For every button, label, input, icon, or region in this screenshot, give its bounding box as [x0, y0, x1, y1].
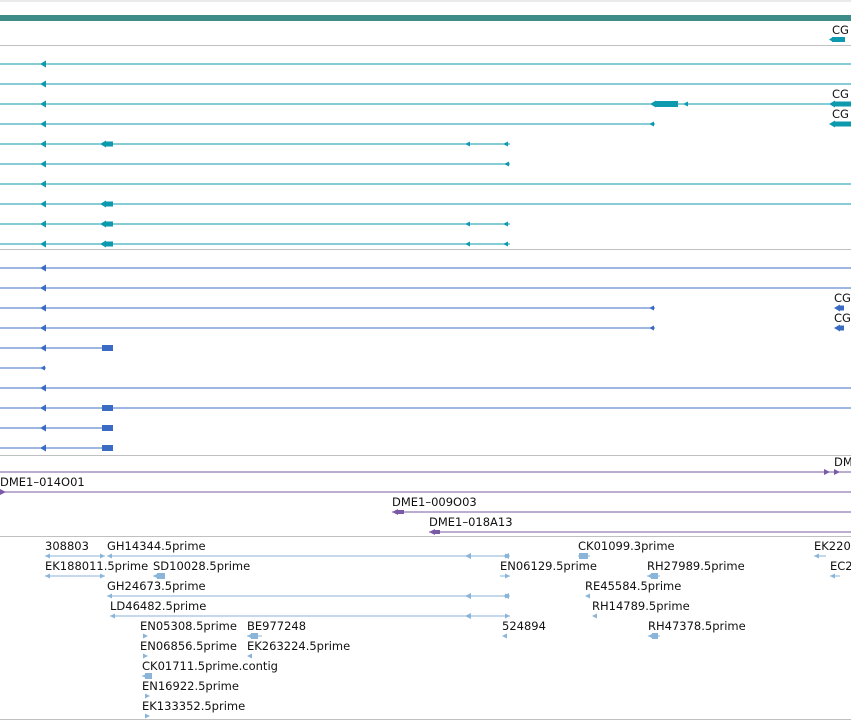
transcript-group-teal: CG CG [0, 60, 851, 248]
transcript-row[interactable] [0, 160, 510, 168]
transcript-row[interactable] [0, 444, 113, 452]
est-label[interactable]: GH14344.5prime [107, 539, 206, 553]
top-region [0, 0, 851, 46]
transcript-row[interactable] [0, 200, 851, 208]
est-label[interactable]: BE977248 [247, 619, 306, 633]
transcript-row[interactable] [0, 60, 851, 68]
est-label[interactable]: CK01711.5prime.contig [142, 659, 278, 673]
gene-label: CG [832, 87, 849, 101]
gene-label: CG [832, 107, 849, 121]
est-feature[interactable] [145, 713, 150, 719]
est-feature[interactable] [153, 573, 165, 579]
est-label[interactable]: EN16922.5prime [142, 679, 239, 693]
est-label[interactable]: RH27989.5prime [647, 559, 745, 573]
clone-label: DM [834, 455, 851, 469]
est-label[interactable]: EC2 [830, 559, 851, 573]
est-feature[interactable] [107, 593, 510, 599]
transcript-row[interactable] [0, 240, 510, 248]
est-feature[interactable] [142, 673, 152, 679]
transcript-row[interactable] [0, 264, 851, 272]
est-feature[interactable] [502, 633, 507, 639]
gene-label: CG [832, 23, 849, 37]
est-label[interactable]: EK188011.5prime [45, 559, 148, 573]
clone-label: DME1–018A13 [429, 515, 513, 529]
transcript-row[interactable] [0, 304, 655, 312]
gene-label: CG [834, 291, 851, 305]
est-label[interactable]: RH47378.5prime [648, 619, 746, 633]
cg-label-top[interactable]: CG [829, 23, 849, 42]
transcript-row[interactable] [0, 424, 113, 432]
est-feature[interactable] [830, 573, 840, 579]
clone-label: DME1–014O01 [0, 475, 85, 489]
est-label[interactable]: EK133352.5prime [142, 699, 245, 713]
clone-track: DM DME1–014O01 DME1–009O03 DME1–018A13 [0, 455, 851, 535]
transcript-row[interactable] [0, 324, 655, 332]
transcript-row[interactable] [0, 180, 851, 188]
transcript-row[interactable] [0, 404, 851, 412]
est-label[interactable]: LD46482.5prime [110, 599, 206, 613]
transcript-row[interactable] [0, 100, 851, 108]
est-feature[interactable] [585, 593, 590, 599]
est-track: 308803 GH14344.5prime CK01099.3prime EK220 E… [45, 539, 851, 719]
est-feature[interactable] [145, 693, 150, 699]
est-label[interactable]: EN06129.5prime [500, 559, 597, 573]
transcript-row[interactable] [0, 140, 510, 148]
est-feature[interactable] [45, 553, 105, 559]
gene-label: CG [834, 311, 851, 325]
est-label[interactable]: RE45584.5prime [585, 579, 681, 593]
est-label[interactable]: EK220 [814, 539, 851, 553]
est-feature[interactable] [143, 653, 148, 659]
gene-label-group[interactable]: CG [829, 87, 851, 108]
transcript-row[interactable] [0, 80, 851, 88]
est-feature[interactable] [247, 653, 252, 659]
transcript-row[interactable] [0, 384, 851, 392]
transcript-row[interactable] [0, 120, 655, 128]
transcript-row[interactable] [0, 284, 851, 292]
est-label[interactable]: GH24673.5prime [107, 579, 206, 593]
est-feature[interactable] [647, 573, 660, 579]
est-label[interactable]: EN06856.5prime [140, 639, 237, 653]
gene-exon [832, 37, 845, 42]
est-feature[interactable] [107, 553, 510, 559]
est-label[interactable]: EK263224.5prime [247, 639, 350, 653]
est-label[interactable]: EN05308.5prime [140, 619, 237, 633]
est-feature[interactable] [814, 553, 826, 559]
est-label[interactable]: 308803 [45, 539, 89, 553]
gene-label-group[interactable]: CG [834, 311, 851, 332]
est-label[interactable]: RH14789.5prime [592, 599, 690, 613]
est-feature[interactable] [110, 613, 510, 619]
est-feature[interactable] [247, 633, 262, 639]
est-label[interactable]: 524894 [502, 619, 546, 633]
scaffold-band[interactable] [0, 15, 851, 21]
est-feature[interactable] [592, 613, 597, 619]
est-feature[interactable] [578, 553, 590, 559]
transcript-row[interactable] [0, 220, 510, 228]
est-feature[interactable] [648, 633, 660, 639]
gene-label-group[interactable]: CG [829, 107, 851, 128]
gene-label-group[interactable]: CG [834, 291, 851, 312]
est-feature[interactable] [143, 633, 148, 639]
transcript-row[interactable] [0, 344, 113, 352]
est-label[interactable]: SD10028.5prime [153, 559, 250, 573]
transcript-group-blue: CG CG [0, 264, 851, 452]
transcript-row[interactable] [0, 365, 46, 371]
est-feature[interactable] [45, 573, 105, 579]
clone-label: DME1–009O03 [392, 495, 477, 509]
est-feature[interactable] [500, 573, 510, 579]
est-label[interactable]: CK01099.3prime [578, 539, 675, 553]
